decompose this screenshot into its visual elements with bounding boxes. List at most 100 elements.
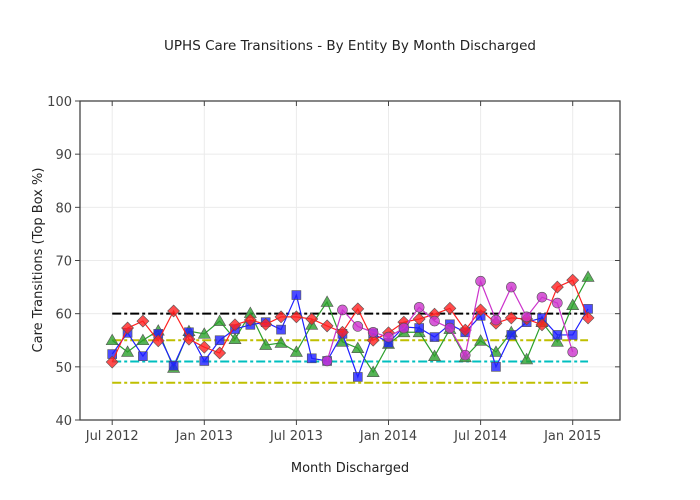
data-point-circle <box>367 326 379 338</box>
data-point-circle <box>521 311 532 323</box>
data-point-square <box>291 290 302 300</box>
data-point-triangle <box>351 341 365 354</box>
data-point-diamond <box>412 312 426 326</box>
data-point-square <box>168 360 179 371</box>
data-point-diamond <box>151 334 165 348</box>
data-point-circle <box>413 301 425 313</box>
x-tick-label: Jul 2013 <box>269 429 323 444</box>
x-axis-title: Month Discharged <box>291 461 409 476</box>
data-point-triangle <box>259 338 273 350</box>
data-point-square <box>567 330 578 340</box>
data-point-circle <box>444 322 456 334</box>
y-tick-label: 40 <box>55 414 72 429</box>
data-point-triangle <box>105 333 119 346</box>
data-point-diamond <box>259 317 273 331</box>
data-point-diamond <box>121 321 134 335</box>
data-point-triangle <box>550 335 564 347</box>
series-red-diamond <box>105 273 595 369</box>
data-point-triangle <box>428 349 442 362</box>
data-point-square <box>429 332 440 342</box>
reference-lines <box>112 312 589 384</box>
y-tick-label: 50 <box>55 361 72 376</box>
data-point-circle <box>505 281 517 293</box>
data-point-diamond <box>366 333 380 347</box>
data-point-triangle <box>197 327 211 339</box>
data-point-triangle <box>136 333 150 346</box>
data-point-triangle <box>274 336 288 348</box>
data-point-square <box>306 353 317 364</box>
x-tick-label: Jul 2014 <box>453 429 507 444</box>
data-point-triangle <box>366 365 380 377</box>
data-point-diamond <box>167 304 181 318</box>
x-tick-label: Jan 2014 <box>359 429 417 444</box>
data-point-diamond <box>289 310 303 324</box>
data-point-diamond <box>336 325 349 339</box>
data-point-circle <box>352 321 364 332</box>
series-purple-circle <box>321 275 579 367</box>
data-point-diamond <box>351 302 365 316</box>
y-tick-label: 60 <box>55 308 72 323</box>
data-point-diamond <box>320 319 334 333</box>
data-point-diamond <box>182 332 196 346</box>
x-axis: Jul 2012 Jan 2013 Jul 2013 Jan 2014 Jul 2014… <box>85 101 601 444</box>
y-axis: 40 50 60 70 80 90 100 <box>47 95 620 429</box>
chart-title: UPHS Care Transitions - By Entity By Mon… <box>164 38 536 54</box>
series-line-green-triangle <box>111 276 589 374</box>
data-point-circle <box>321 355 333 367</box>
data-point-diamond <box>566 273 580 287</box>
data-point-circle <box>536 291 548 303</box>
x-tick-label: Jan 2013 <box>175 429 233 444</box>
y-axis-title: Care Transitions (Top Box %) <box>31 168 46 353</box>
data-point-diamond <box>474 303 488 317</box>
data-point-triangle <box>581 270 595 282</box>
data-point-diamond <box>136 314 150 328</box>
data-point-diamond <box>305 312 319 326</box>
data-point-diamond <box>243 313 257 327</box>
data-point-circle <box>337 304 348 316</box>
data-point-triangle <box>320 295 334 307</box>
y-tick-label: 70 <box>55 255 72 270</box>
y-tick-label: 100 <box>47 95 72 110</box>
x-tick-label: Jul 2012 <box>85 429 139 444</box>
series-layer <box>105 270 595 382</box>
data-point-diamond <box>504 311 518 325</box>
data-point-triangle <box>474 334 488 346</box>
data-point-diamond <box>581 311 595 325</box>
data-point-square <box>199 356 210 366</box>
data-point-diamond <box>443 301 457 315</box>
data-point-triangle <box>213 314 227 326</box>
data-point-circle <box>429 315 440 327</box>
data-point-circle <box>490 314 502 326</box>
data-point-triangle <box>228 332 242 344</box>
data-point-circle <box>567 346 579 358</box>
data-point-diamond <box>197 340 211 354</box>
data-point-triangle <box>289 345 303 357</box>
x-tick-label: Jan 2015 <box>543 429 601 444</box>
data-point-circle <box>552 297 563 309</box>
data-point-circle <box>475 275 486 287</box>
y-tick-label: 80 <box>55 201 72 216</box>
data-point-square <box>214 335 225 346</box>
data-point-diamond <box>228 318 242 332</box>
data-point-circle <box>398 322 410 334</box>
data-point-square <box>491 362 501 372</box>
data-point-triangle <box>520 352 534 365</box>
data-point-triangle <box>489 345 503 357</box>
data-point-diamond <box>274 310 288 324</box>
data-point-diamond <box>550 280 564 294</box>
y-tick-label: 90 <box>55 148 72 163</box>
series-line-red-diamond <box>111 279 589 363</box>
data-point-diamond <box>213 346 227 360</box>
data-point-triangle <box>566 298 580 310</box>
data-point-square <box>276 324 286 335</box>
data-point-diamond <box>105 355 119 369</box>
data-point-triangle <box>121 345 135 357</box>
data-point-diamond <box>535 318 549 332</box>
data-point-square <box>506 330 517 340</box>
data-point-square <box>552 330 563 340</box>
data-point-square <box>352 372 363 382</box>
data-point-square <box>138 351 148 362</box>
grid <box>80 101 620 420</box>
data-point-circle <box>383 331 394 343</box>
